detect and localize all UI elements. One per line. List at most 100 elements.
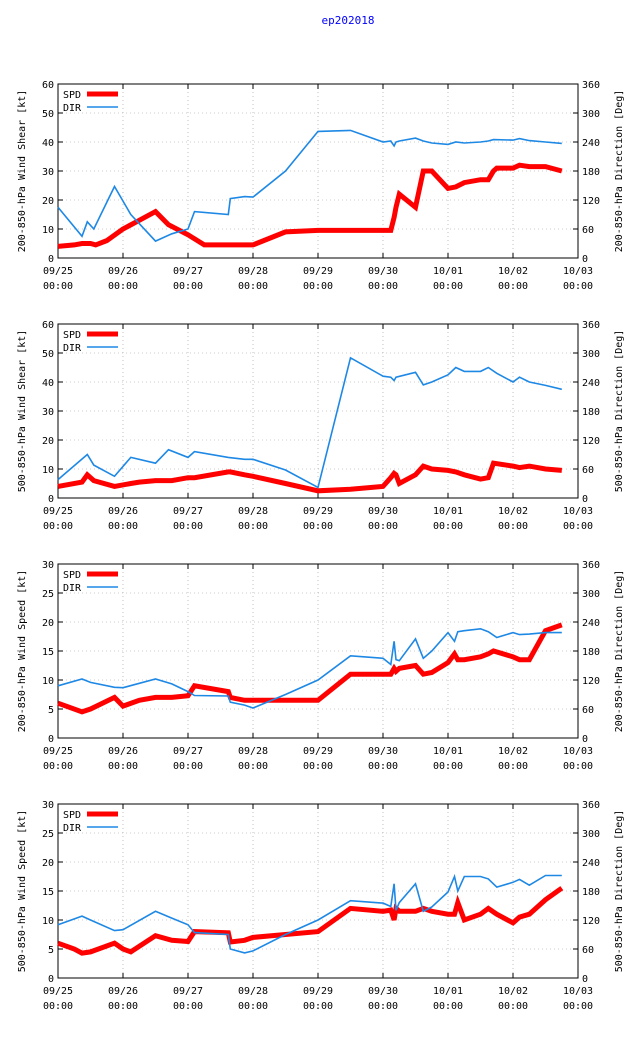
y-tick-label-right: 60 bbox=[582, 465, 594, 476]
y-tick-label-right: 300 bbox=[582, 349, 600, 360]
y-tick-label-right: 120 bbox=[582, 676, 600, 687]
x-tick-label-date: 09/26 bbox=[108, 266, 138, 277]
x-tick-label-time: 00:00 bbox=[368, 761, 398, 772]
x-tick-label-date: 09/28 bbox=[238, 986, 268, 997]
x-tick-label-time: 00:00 bbox=[108, 281, 138, 292]
x-tick-label-time: 00:00 bbox=[433, 521, 463, 532]
series-line-spd bbox=[57, 622, 563, 715]
x-tick-label-date: 09/27 bbox=[173, 986, 203, 997]
y-tick-label-right: 360 bbox=[582, 320, 600, 331]
x-tick-label-date: 09/28 bbox=[238, 506, 268, 517]
x-tick-label-time: 00:00 bbox=[108, 1001, 138, 1012]
y-tick-label-left: 20 bbox=[42, 436, 54, 447]
x-tick-label-time: 00:00 bbox=[238, 521, 268, 532]
x-tick-label-date: 09/25 bbox=[43, 506, 73, 517]
y-tick-label-left: 15 bbox=[42, 647, 54, 658]
y-tick-label-right: 0 bbox=[582, 254, 588, 265]
x-tick-label-time: 00:00 bbox=[173, 761, 203, 772]
x-tick-label-time: 00:00 bbox=[498, 1001, 528, 1012]
legend-label-spd: SPD bbox=[63, 90, 81, 101]
x-tick-label-date: 09/27 bbox=[173, 506, 203, 517]
y-tick-label-left: 10 bbox=[42, 676, 54, 687]
x-tick-label-time: 00:00 bbox=[238, 1001, 268, 1012]
y-axis-label-right: 200-850-hPa Direction [Deg] bbox=[614, 570, 625, 733]
x-tick-label-date: 10/03 bbox=[563, 746, 593, 757]
x-tick-label-time: 00:00 bbox=[563, 761, 593, 772]
y-tick-label-left: 50 bbox=[42, 349, 54, 360]
legend-label-spd: SPD bbox=[63, 330, 81, 341]
x-tick-label-time: 00:00 bbox=[108, 761, 138, 772]
y-tick-label-right: 360 bbox=[582, 80, 600, 91]
y-tick-label-left: 20 bbox=[42, 618, 54, 629]
y-tick-label-right: 180 bbox=[582, 167, 600, 178]
x-tick-label-date: 09/28 bbox=[238, 746, 268, 757]
y-tick-label-right: 360 bbox=[582, 800, 600, 811]
y-tick-label-left: 0 bbox=[48, 494, 54, 505]
y-tick-label-right: 300 bbox=[582, 109, 600, 120]
x-tick-label-date: 09/30 bbox=[368, 746, 398, 757]
x-tick-label-date: 09/30 bbox=[368, 506, 398, 517]
y-tick-label-right: 180 bbox=[582, 887, 600, 898]
y-tick-label-left: 20 bbox=[42, 858, 54, 869]
x-tick-label-date: 10/02 bbox=[498, 266, 528, 277]
y-axis-label-left: 200-850-hPa Wind Shear [kt] bbox=[17, 90, 28, 253]
y-tick-label-left: 0 bbox=[48, 254, 54, 265]
x-tick-label-date: 10/01 bbox=[433, 506, 463, 517]
y-tick-label-left: 0 bbox=[48, 974, 54, 985]
y-tick-label-left: 10 bbox=[42, 916, 54, 927]
y-tick-label-right: 300 bbox=[582, 829, 600, 840]
y-tick-label-left: 40 bbox=[42, 138, 54, 149]
y-axis-label-right: 200-850-hPa Direction [Deg] bbox=[614, 90, 625, 253]
x-tick-label-date: 10/01 bbox=[433, 266, 463, 277]
x-tick-label-date: 09/27 bbox=[173, 746, 203, 757]
y-tick-label-right: 120 bbox=[582, 196, 600, 207]
legend-label-dir: DIR bbox=[63, 583, 82, 594]
x-tick-label-time: 00:00 bbox=[43, 281, 73, 292]
series-line-dir bbox=[57, 356, 562, 489]
y-tick-label-left: 60 bbox=[42, 320, 54, 331]
y-tick-label-right: 120 bbox=[582, 436, 600, 447]
x-tick-label-time: 00:00 bbox=[563, 1001, 593, 1012]
x-tick-label-time: 00:00 bbox=[303, 761, 333, 772]
y-tick-label-left: 0 bbox=[48, 734, 54, 745]
x-tick-label-date: 09/26 bbox=[108, 746, 138, 757]
x-tick-label-date: 09/29 bbox=[303, 746, 333, 757]
x-tick-label-date: 10/03 bbox=[563, 986, 593, 997]
chart-panel-3: 05101520253006012018024030036009/2500:00… bbox=[17, 560, 625, 772]
y-tick-label-right: 120 bbox=[582, 916, 600, 927]
x-tick-label-date: 09/26 bbox=[108, 986, 138, 997]
y-tick-label-left: 30 bbox=[42, 407, 54, 418]
y-tick-label-right: 0 bbox=[582, 494, 588, 505]
x-tick-label-time: 00:00 bbox=[238, 281, 268, 292]
x-tick-label-time: 00:00 bbox=[303, 521, 333, 532]
legend-label-spd: SPD bbox=[63, 810, 81, 821]
x-tick-label-date: 09/26 bbox=[108, 506, 138, 517]
x-tick-label-time: 00:00 bbox=[563, 521, 593, 532]
chart-panel-2: 0 10 20 30 40 50 60 0 60 120 180 240 300 360 09/25 00:0… bbox=[17, 320, 625, 532]
y-axis-label-left: 200-850-hPa Wind Speed [kt] bbox=[17, 570, 28, 733]
y-tick-label-left: 25 bbox=[42, 829, 54, 840]
y-tick-label-right: 240 bbox=[582, 378, 600, 389]
legend-label-dir: DIR bbox=[63, 823, 82, 834]
y-tick-label-left: 30 bbox=[42, 800, 54, 811]
legend-label-spd: SPD bbox=[63, 570, 81, 581]
y-tick-label-left: 40 bbox=[42, 378, 54, 389]
x-tick-label-time: 00:00 bbox=[173, 1001, 203, 1012]
y-tick-label-left: 10 bbox=[42, 465, 54, 476]
x-tick-label-date: 10/01 bbox=[433, 746, 463, 757]
y-tick-label-right: 300 bbox=[582, 589, 600, 600]
x-tick-label-date: 10/03 bbox=[563, 266, 593, 277]
series-line-spd bbox=[57, 886, 564, 956]
x-tick-label-date: 10/02 bbox=[498, 506, 528, 517]
y-tick-label-right: 60 bbox=[582, 705, 594, 716]
x-tick-label-date: 10/02 bbox=[498, 986, 528, 997]
x-tick-label-time: 00:00 bbox=[173, 281, 203, 292]
x-tick-label-date: 10/03 bbox=[563, 506, 593, 517]
x-tick-label-date: 09/25 bbox=[43, 746, 73, 757]
x-tick-label-date: 09/27 bbox=[173, 266, 203, 277]
x-tick-label-time: 00:00 bbox=[368, 521, 398, 532]
x-tick-label-time: 00:00 bbox=[43, 1001, 73, 1012]
x-tick-label-time: 00:00 bbox=[563, 281, 593, 292]
series-line-dir bbox=[57, 873, 562, 954]
